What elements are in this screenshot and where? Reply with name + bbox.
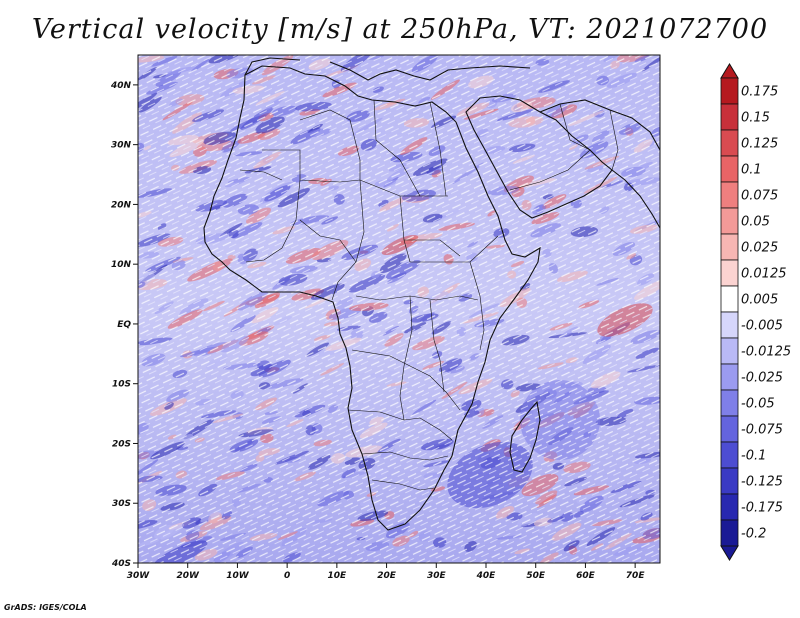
lon-tick-label: 60E bbox=[576, 571, 596, 581]
colorbar-swatch bbox=[720, 311, 739, 339]
lat-tick-label: 10S bbox=[112, 380, 131, 390]
colorbar-swatch bbox=[720, 77, 739, 105]
colorbar-label: 0.1 bbox=[741, 163, 762, 178]
colorbar-label: 0.0125 bbox=[741, 267, 787, 282]
colorbar-swatch bbox=[720, 103, 739, 131]
colorbar-label: 0.125 bbox=[741, 137, 778, 152]
country-borders bbox=[239, 99, 619, 491]
colorbar-label: -0.05 bbox=[741, 397, 775, 412]
map-frame bbox=[137, 54, 661, 564]
lon-tick-label: 0 bbox=[284, 571, 290, 581]
colorbar-swatch bbox=[720, 415, 739, 443]
colorbar-swatch bbox=[720, 207, 739, 235]
colorbar-swatch bbox=[720, 363, 739, 391]
lat-tick-label: 30N bbox=[111, 141, 132, 151]
colorbar-swatch bbox=[720, 337, 739, 365]
lon-tick-label: 10E bbox=[328, 571, 348, 581]
lat-tick-label: 20N bbox=[111, 200, 132, 210]
colorbar-label: -0.125 bbox=[741, 475, 783, 490]
arabia-coastline bbox=[465, 95, 613, 219]
lat-tick-label: 10N bbox=[111, 260, 132, 270]
lon-tick-label: 20W bbox=[176, 571, 200, 581]
colorbar-label: 0.175 bbox=[741, 85, 778, 100]
lat-tick-label: 40N bbox=[110, 81, 132, 91]
colorbar-swatch bbox=[720, 467, 739, 495]
latitude-axis: 40N 30N 20N 10N EQ 10S 20S 30S 40S bbox=[110, 81, 138, 569]
india-coastline bbox=[611, 169, 660, 229]
colorbar-swatch bbox=[720, 519, 739, 547]
colorbar-swatch bbox=[720, 441, 739, 469]
madagascar-coastline bbox=[509, 400, 541, 473]
europe-coastline bbox=[244, 57, 531, 81]
colorbar-swatch bbox=[720, 181, 739, 209]
colorbar-label: -0.0125 bbox=[741, 345, 791, 360]
colorbar-swatch bbox=[720, 129, 739, 157]
colorbar-top-arrow bbox=[720, 63, 739, 79]
colorbar-swatch bbox=[720, 233, 739, 261]
colorbar-swatch bbox=[720, 389, 739, 417]
chart-title: Vertical velocity [m/s] at 250hPa, VT: 2… bbox=[31, 14, 769, 45]
colorbar-label: 0.15 bbox=[741, 111, 770, 126]
colorbar-label: -0.025 bbox=[741, 371, 783, 386]
lon-tick-label: 10W bbox=[226, 571, 250, 581]
colorbar-label: -0.075 bbox=[741, 423, 783, 438]
lat-tick-label: 30S bbox=[112, 499, 131, 509]
lat-tick-label: EQ bbox=[117, 320, 131, 330]
grads-credit: GrADS: IGES/COLA bbox=[4, 603, 87, 612]
colorbar-label: 0.05 bbox=[741, 215, 770, 230]
colorbar-label: -0.2 bbox=[741, 527, 766, 542]
lon-tick-label: 70E bbox=[626, 571, 646, 581]
colorbar-label: 0.005 bbox=[741, 293, 778, 308]
colorbar: 0.175 0.15 0.125 0.1 0.075 0.05 0.025 0.0125 0.0… bbox=[720, 63, 791, 561]
lon-tick-label: 30E bbox=[427, 571, 447, 581]
lat-tick-label: 20S bbox=[112, 439, 131, 449]
lat-tick-label: 40S bbox=[111, 559, 131, 569]
colorbar-label: -0.1 bbox=[741, 449, 766, 464]
colorbar-swatch bbox=[720, 285, 739, 313]
lon-tick-label: 40E bbox=[476, 571, 497, 581]
lon-tick-label: 30W bbox=[127, 571, 151, 581]
colorbar-label: -0.175 bbox=[741, 501, 783, 516]
colorbar-bottom-arrow bbox=[720, 545, 739, 561]
longitude-axis: 30W 20W 10W 0 10E 20E 30E 40E 50E 60E 70E bbox=[127, 563, 646, 581]
velocity-field bbox=[138, 55, 660, 563]
colorbar-swatch bbox=[720, 493, 739, 521]
colorbar-label: 0.075 bbox=[741, 189, 778, 204]
colorbar-swatch bbox=[720, 259, 739, 287]
colorbar-label: -0.005 bbox=[741, 319, 783, 334]
colorbar-swatch bbox=[720, 155, 739, 183]
lon-tick-label: 50E bbox=[526, 571, 546, 581]
africa-coastline bbox=[203, 65, 541, 531]
lon-tick-label: 20E bbox=[377, 571, 397, 581]
colorbar-label: 0.025 bbox=[741, 241, 778, 256]
